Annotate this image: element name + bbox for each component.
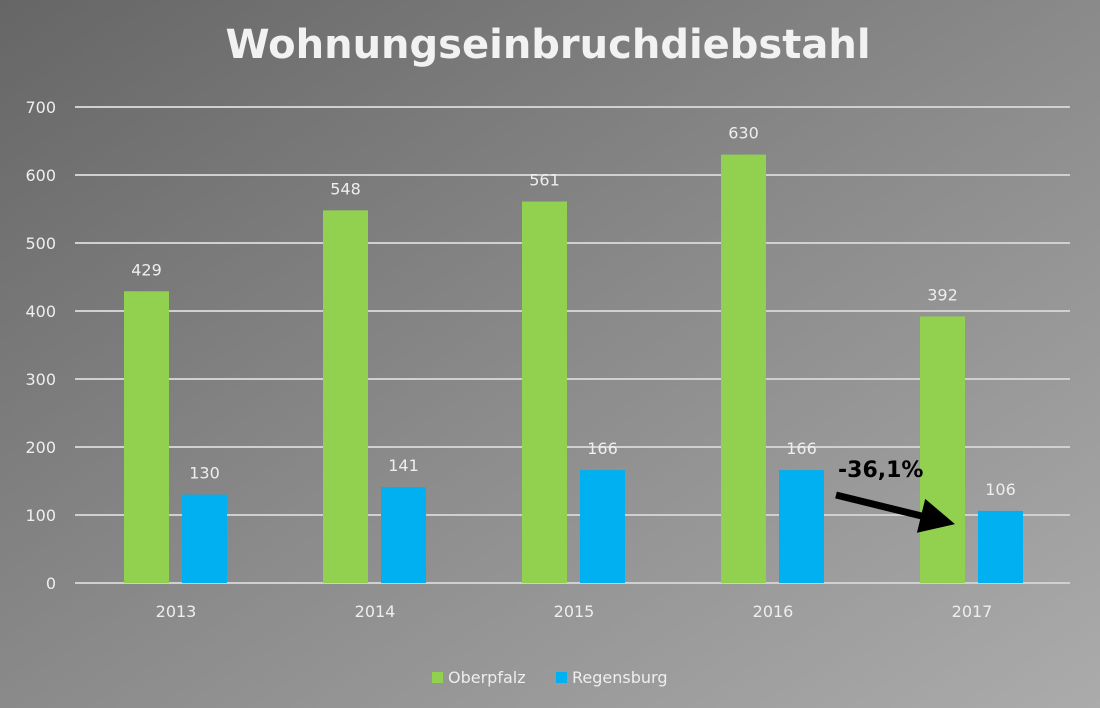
data-label: 429 xyxy=(131,260,162,279)
y-tick-label: 500 xyxy=(25,234,56,253)
y-tick-label: 100 xyxy=(25,506,56,525)
data-label: 166 xyxy=(587,439,618,458)
data-label: 166 xyxy=(786,439,817,458)
bar-oberpfalz-2017 xyxy=(920,316,965,583)
y-tick-label: 0 xyxy=(46,574,56,593)
legend-swatch-regensburg xyxy=(556,672,567,683)
x-tick-label: 2014 xyxy=(355,602,396,621)
legend-label-oberpfalz: Oberpfalz xyxy=(448,668,526,687)
data-label: 141 xyxy=(388,456,419,475)
chart-title: Wohnungseinbruchdiebstahl xyxy=(225,22,870,68)
legend-swatch-oberpfalz xyxy=(432,672,443,683)
y-tick-label: 300 xyxy=(25,370,56,389)
bar-oberpfalz-2015 xyxy=(522,201,567,583)
data-label: 561 xyxy=(529,171,560,190)
bar-regensburg-2015 xyxy=(580,470,625,583)
x-tick-label: 2013 xyxy=(156,602,197,621)
y-tick-label: 200 xyxy=(25,438,56,457)
annotation-text: -36,1% xyxy=(838,458,923,483)
y-tick-label: 400 xyxy=(25,302,56,321)
annotation-arrow xyxy=(835,491,955,533)
bar-regensburg-2016 xyxy=(779,470,824,583)
bar-oberpfalz-2014 xyxy=(323,210,368,584)
x-tick-label: 2016 xyxy=(753,602,794,621)
y-tick-label: 600 xyxy=(25,166,56,185)
bar-regensburg-2013 xyxy=(182,494,227,583)
x-tick-label: 2015 xyxy=(554,602,595,621)
bar-oberpfalz-2016 xyxy=(721,154,766,583)
bar-oberpfalz-2013 xyxy=(124,291,169,583)
data-label: 130 xyxy=(189,464,220,483)
legend-label-regensburg: Regensburg xyxy=(572,668,667,687)
data-label: 106 xyxy=(985,480,1016,499)
bar-regensburg-2017 xyxy=(978,510,1023,583)
x-tick-label: 2017 xyxy=(952,602,993,621)
data-label: 548 xyxy=(330,179,361,198)
annotation: -36,1% xyxy=(835,458,955,533)
data-label: 630 xyxy=(728,124,759,143)
data-label: 392 xyxy=(927,285,958,304)
bar-regensburg-2014 xyxy=(381,487,426,583)
y-tick-label: 700 xyxy=(25,98,56,117)
